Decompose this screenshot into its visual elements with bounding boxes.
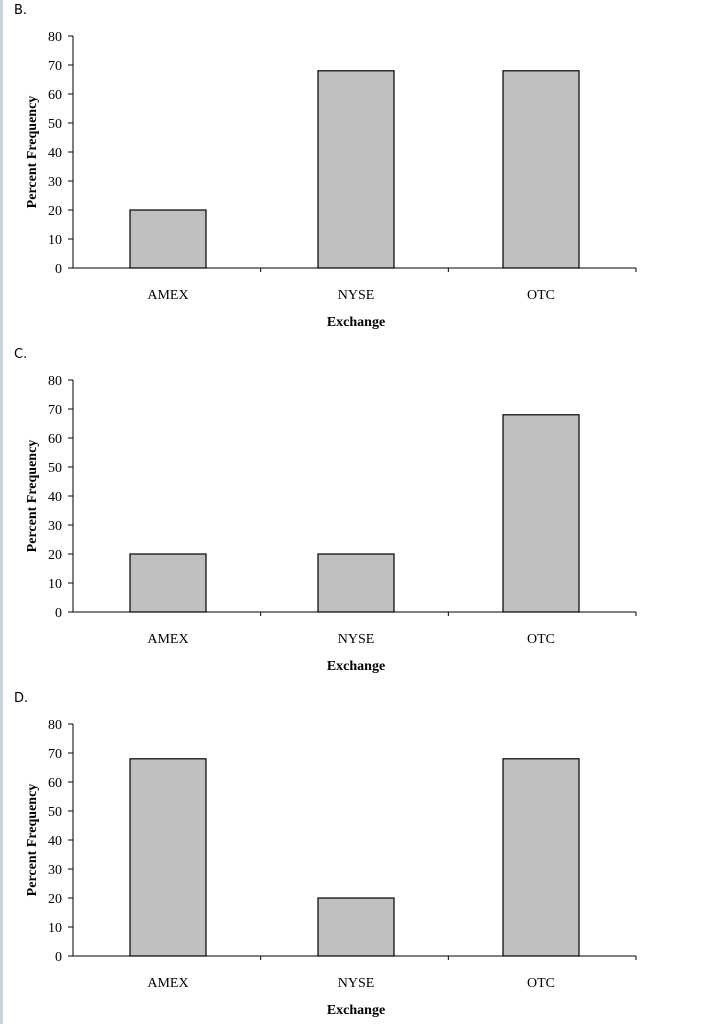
y-axis-title: Percent Frequency: [25, 440, 40, 553]
bar-otc: [502, 70, 580, 269]
y-tick-label: 60: [48, 88, 62, 103]
x-tick-label: AMEX: [147, 632, 188, 647]
y-tick-label: 50: [48, 805, 62, 820]
y-tick-label: 10: [48, 921, 62, 936]
x-axis-title: Exchange: [327, 315, 385, 330]
y-tick-label: 0: [55, 950, 62, 965]
left-border-rule: [0, 0, 3, 1024]
x-axis-title: Exchange: [327, 659, 385, 674]
bar-chart-b: 0 10 20 30 40 50 60 70 80 AMEX NYSE OTC Exchange Perc…: [25, 30, 637, 330]
bar-nyse: [317, 553, 395, 613]
bar-otc: [502, 758, 580, 957]
bar-nyse: [317, 70, 395, 269]
y-tick-label: 0: [55, 606, 62, 621]
x-tick-label: OTC: [527, 288, 555, 303]
panel-label-d: D.: [14, 691, 29, 706]
x-axis-title: Exchange: [327, 1003, 385, 1018]
y-tick-label: 20: [48, 548, 62, 563]
y-tick-label: 60: [48, 432, 62, 447]
x-tick-label: NYSE: [338, 288, 375, 303]
bar-amex: [129, 209, 207, 269]
y-tick-label: 30: [48, 519, 62, 534]
y-tick-label: 50: [48, 461, 62, 476]
y-tick-label: 40: [48, 834, 62, 849]
x-tick-label: AMEX: [147, 288, 188, 303]
bar-amex: [129, 553, 207, 613]
bar-chart-d: 0 10 20 30 40 50 60 70 80 AMEX NYSE OTC Exchange Perc…: [25, 718, 637, 1018]
y-tick-label: 80: [48, 374, 62, 389]
bar-nyse: [317, 897, 395, 957]
y-tick-label: 10: [48, 233, 62, 248]
y-tick-label: 20: [48, 204, 62, 219]
bar-amex: [129, 758, 207, 957]
y-tick-label: 20: [48, 892, 62, 907]
y-tick-label: 80: [48, 30, 62, 45]
bar-chart-c: 0 10 20 30 40 50 60 70 80 AMEX NYSE OTC Exchange Perc…: [25, 374, 637, 674]
y-tick-label: 70: [48, 403, 62, 418]
y-axis-title: Percent Frequency: [25, 96, 40, 209]
y-tick-label: 10: [48, 577, 62, 592]
x-tick-label: NYSE: [338, 976, 375, 991]
panel-label-c: C.: [14, 347, 28, 362]
y-tick-label: 80: [48, 718, 62, 733]
panel-label-b: B.: [14, 3, 28, 18]
x-tick-label: OTC: [527, 632, 555, 647]
y-tick-label: 40: [48, 490, 62, 505]
y-tick-label: 70: [48, 747, 62, 762]
y-tick-label: 30: [48, 863, 62, 878]
y-tick-label: 50: [48, 117, 62, 132]
y-tick-label: 0: [55, 262, 62, 277]
y-tick-label: 40: [48, 146, 62, 161]
y-tick-label: 70: [48, 59, 62, 74]
x-tick-label: AMEX: [147, 976, 188, 991]
y-axis-title: Percent Frequency: [25, 784, 40, 897]
y-tick-label: 30: [48, 175, 62, 190]
y-tick-label: 60: [48, 776, 62, 791]
x-tick-label: OTC: [527, 976, 555, 991]
x-tick-label: NYSE: [338, 632, 375, 647]
bar-otc: [502, 414, 580, 613]
